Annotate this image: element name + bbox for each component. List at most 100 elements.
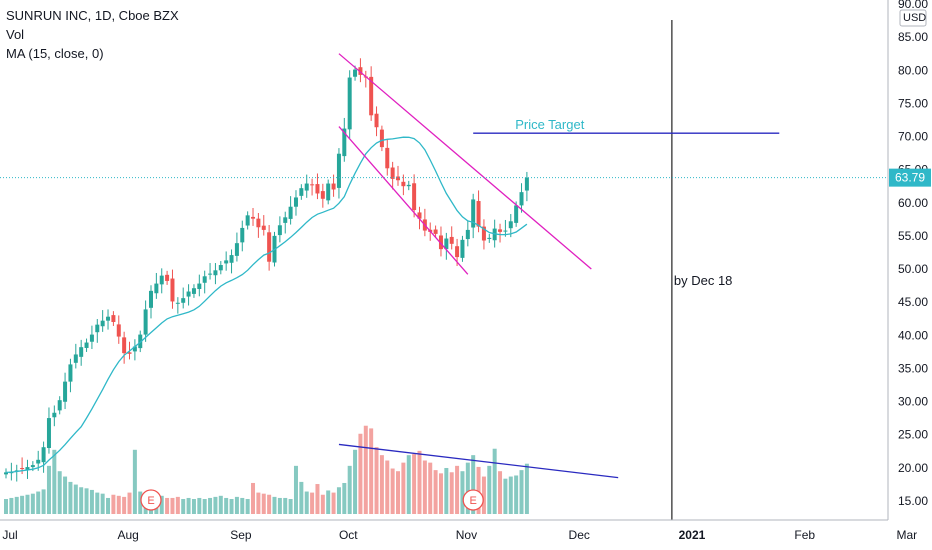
candle-body xyxy=(438,235,443,250)
price-tick-label: 45.00 xyxy=(898,295,928,309)
time-tick-label: Dec xyxy=(569,528,590,542)
volume-bar xyxy=(476,466,481,514)
volume-bar xyxy=(100,493,105,514)
candle-body xyxy=(277,225,282,236)
candle-body xyxy=(148,290,153,308)
price-target-text: Price Target xyxy=(515,117,585,132)
price-tick-label: 40.00 xyxy=(898,328,928,342)
time-tick-label: Aug xyxy=(117,528,138,542)
volume-bar xyxy=(288,499,293,514)
candle-body xyxy=(406,184,411,187)
candle-body xyxy=(229,255,234,263)
volume-trendline xyxy=(338,443,619,479)
volume-bar xyxy=(186,497,191,514)
candle-body xyxy=(30,465,35,468)
volume-bar xyxy=(449,472,454,514)
volume-bar xyxy=(293,465,298,514)
time-axis-bg xyxy=(0,520,932,550)
volume-bar xyxy=(336,487,341,514)
price-tick-label: 70.00 xyxy=(898,130,928,144)
candle-body xyxy=(342,128,347,157)
time-tick-label: Jul xyxy=(2,528,17,542)
volume-bar xyxy=(132,449,137,514)
candle-body xyxy=(519,192,524,206)
volume-bar xyxy=(455,465,460,514)
volume-bar xyxy=(433,470,438,514)
earnings-marker-label: E xyxy=(470,495,477,507)
time-tick-label: Feb xyxy=(794,528,815,542)
last-price-badge xyxy=(889,168,931,187)
earnings-marker xyxy=(140,489,162,511)
candle-body xyxy=(449,236,454,244)
candle-body xyxy=(358,67,363,75)
volume-bar xyxy=(251,482,256,514)
candle-body xyxy=(401,181,406,187)
volume-bar xyxy=(197,497,202,514)
volume-bar xyxy=(379,455,384,514)
ma-line xyxy=(5,136,528,474)
volume-bar xyxy=(347,465,352,514)
volume-bar xyxy=(277,497,282,514)
candle-body xyxy=(412,183,417,211)
candle-body xyxy=(159,275,164,285)
volume-bar xyxy=(299,481,304,514)
volume-bar xyxy=(73,484,78,514)
volume-bar xyxy=(358,433,363,514)
price-tick-label: 25.00 xyxy=(898,428,928,442)
time-tick-label: Sep xyxy=(230,528,252,542)
volume-bar xyxy=(256,492,261,514)
by-date-text: by Dec 18 xyxy=(674,273,733,288)
volume-bar xyxy=(492,448,497,514)
volume-bar xyxy=(326,490,331,514)
candles xyxy=(4,58,529,482)
volume-bar xyxy=(25,494,30,514)
candle-body xyxy=(444,238,449,250)
candle-body xyxy=(245,215,250,226)
volume-bar xyxy=(30,493,35,514)
candle-body xyxy=(208,273,213,275)
volume-bar xyxy=(272,496,277,514)
volume-bar xyxy=(514,475,519,514)
candle-body xyxy=(234,243,239,256)
candle-body xyxy=(138,334,143,349)
volume-bar xyxy=(304,491,309,514)
candle-body xyxy=(202,276,207,283)
candle-body xyxy=(143,309,148,335)
volume-bar xyxy=(438,473,443,514)
candle-body xyxy=(390,167,395,179)
candle-body xyxy=(256,218,261,228)
volume-bar xyxy=(481,476,486,514)
candle-body xyxy=(315,184,320,194)
symbol-label[interactable]: SUNRUN INC, 1D, Cboe BZX xyxy=(6,8,179,23)
volume-bar xyxy=(95,492,100,514)
candle-body xyxy=(347,77,352,130)
candle-body xyxy=(304,183,309,191)
currency-label: USD xyxy=(903,12,926,24)
drawings: Price Target by Dec 18 xyxy=(0,20,888,520)
time-tick-label: Nov xyxy=(456,528,477,542)
candle-body xyxy=(261,225,266,230)
candle-body xyxy=(57,400,62,411)
ma-label[interactable]: MA (15, close, 0) xyxy=(6,46,104,61)
candle-body xyxy=(36,459,41,464)
volume-bar xyxy=(315,484,320,514)
volume-bar xyxy=(234,496,239,514)
candle-body xyxy=(181,298,186,303)
volume-bar xyxy=(170,497,175,514)
volume-bar xyxy=(390,468,395,514)
candle-body xyxy=(379,129,384,148)
earnings-marker-label: E xyxy=(147,495,154,507)
volume-bar xyxy=(310,492,315,514)
candle-body xyxy=(52,412,57,418)
volume-bar xyxy=(63,476,68,514)
candle-body xyxy=(310,184,315,186)
volume-label[interactable]: Vol xyxy=(6,27,25,42)
candle-body xyxy=(524,177,529,191)
volume-bar xyxy=(20,495,25,514)
candle-body xyxy=(326,183,331,201)
candle-body xyxy=(68,364,73,382)
volume-bar xyxy=(320,494,325,514)
candle-body xyxy=(465,229,470,240)
candle-body xyxy=(487,237,492,239)
